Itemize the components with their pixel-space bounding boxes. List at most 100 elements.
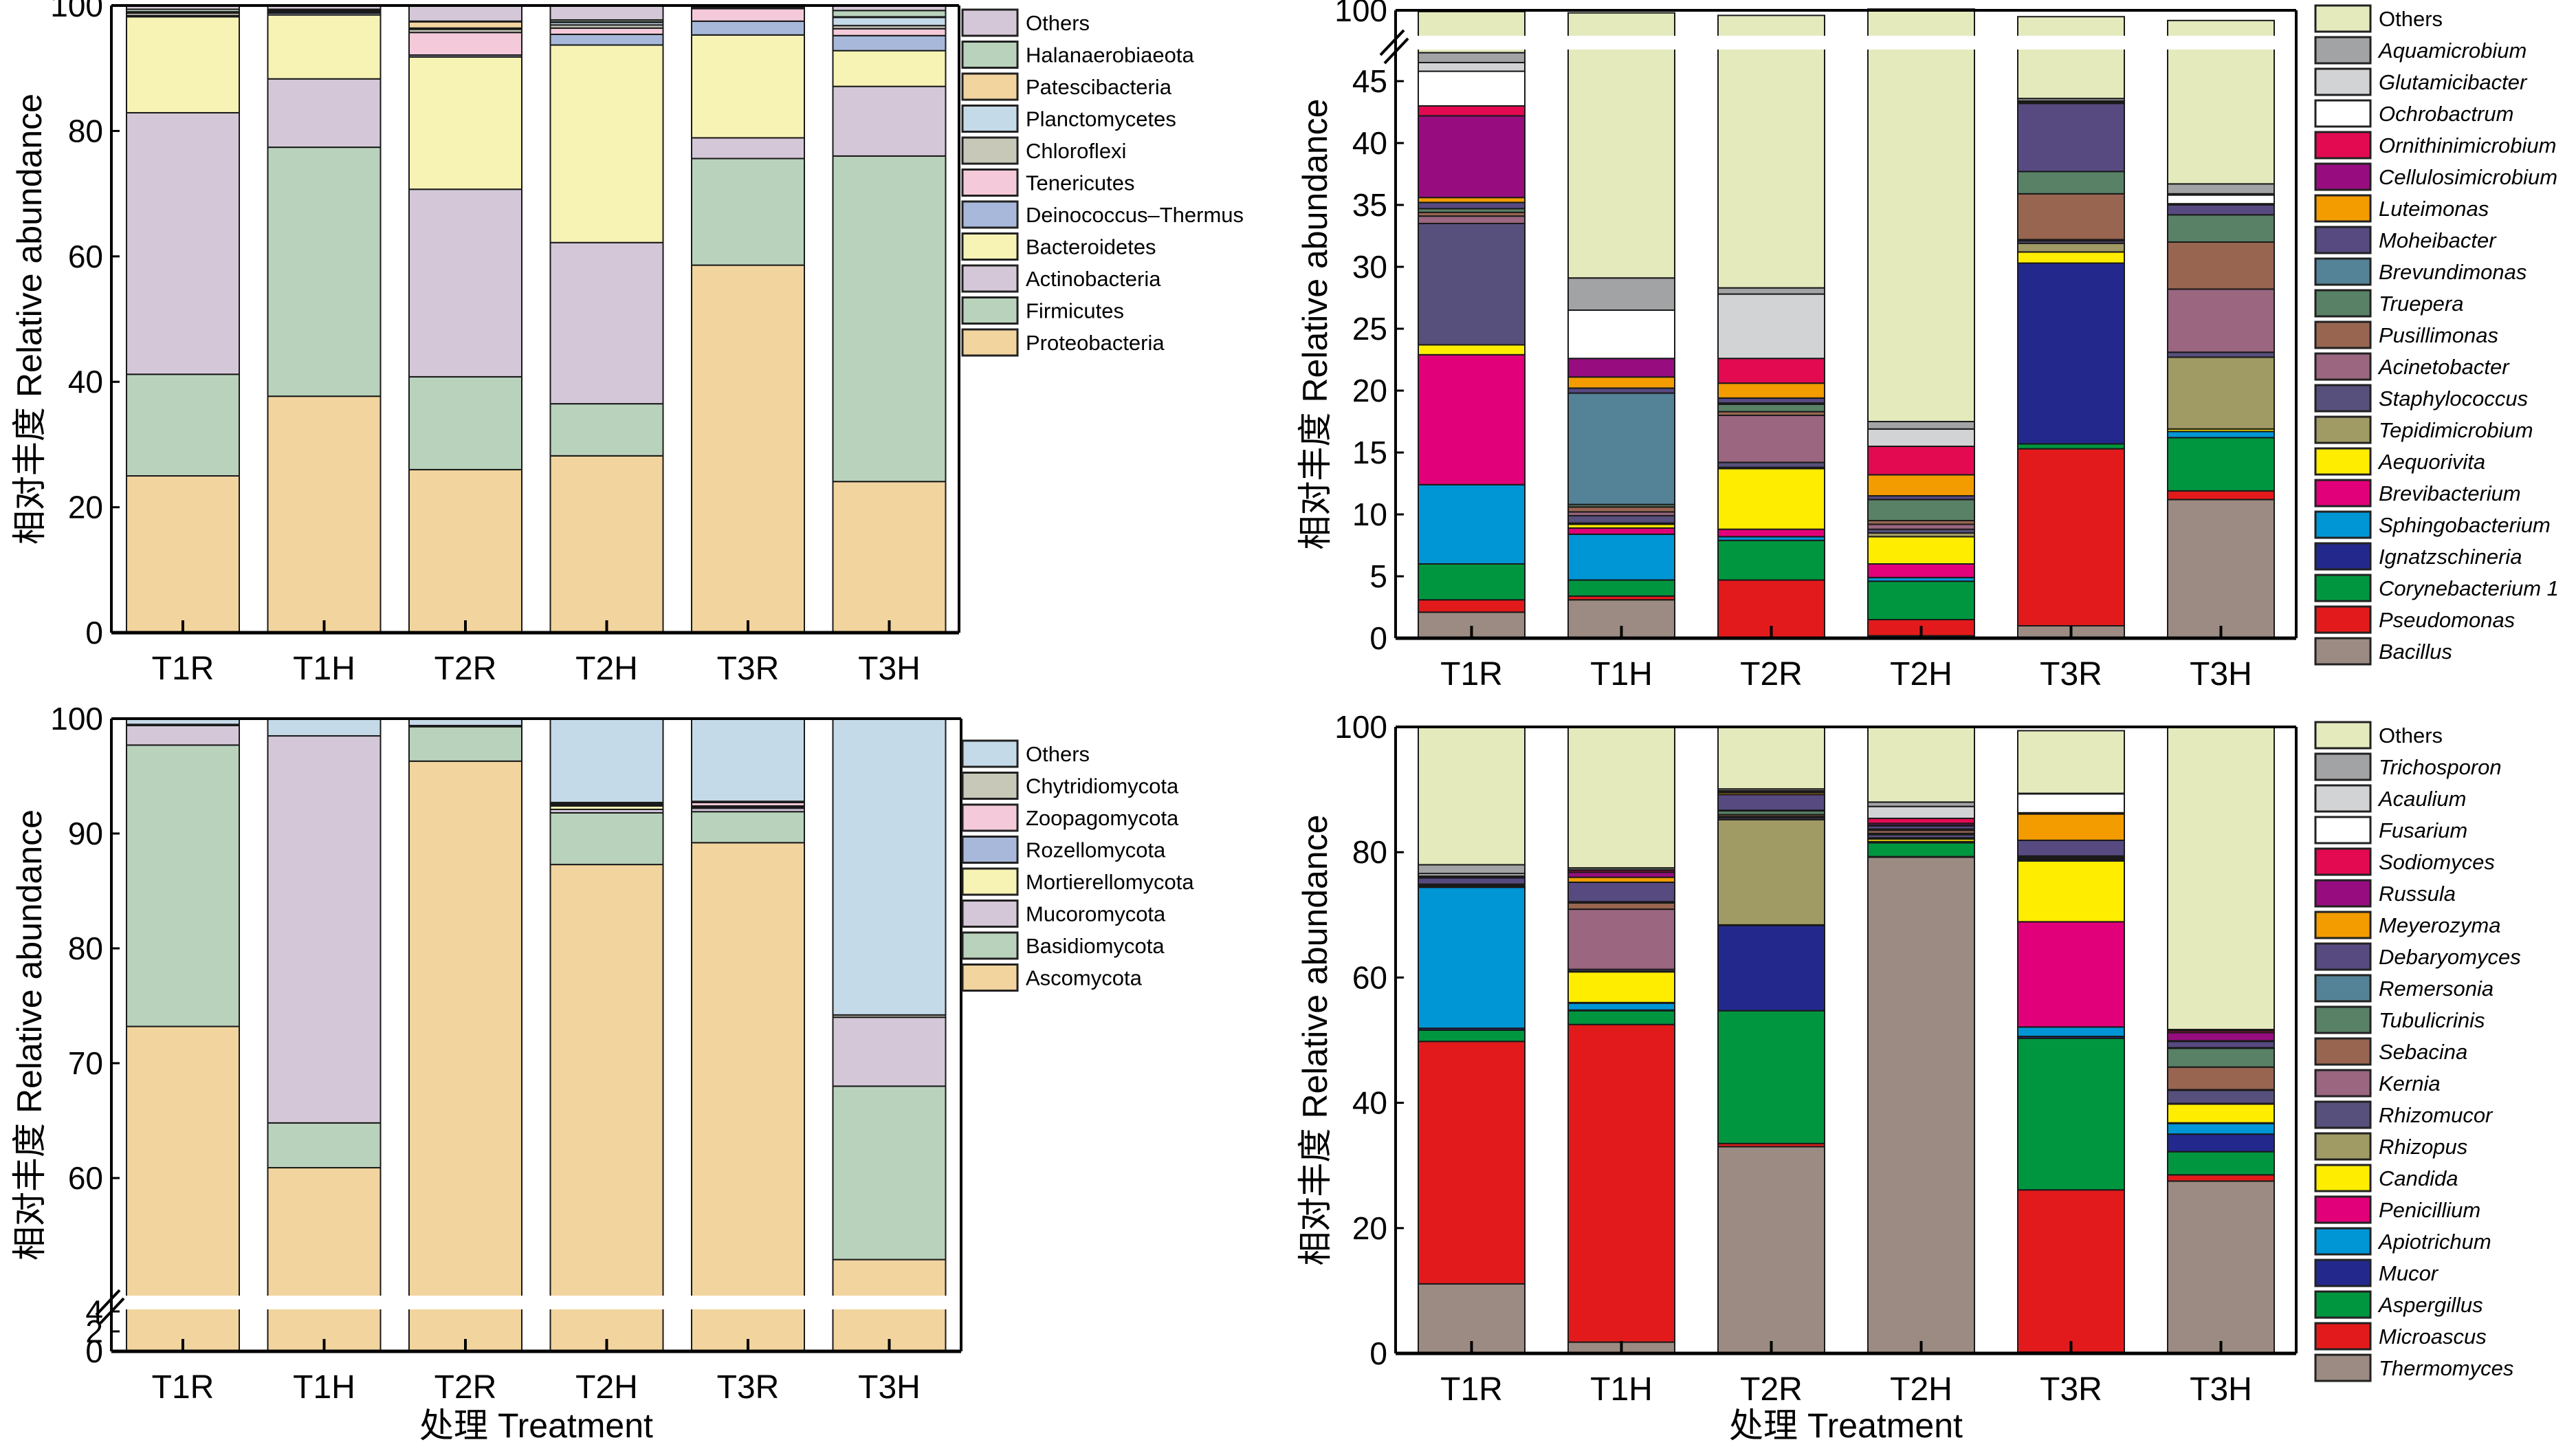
legend-swatch <box>2314 1195 2372 1224</box>
bar-segment-T2R-actinobacteria <box>408 188 522 378</box>
legend-label: Rozellomycota <box>1026 838 1166 862</box>
bar-segment-T3R-pseudomonas <box>2017 448 2125 627</box>
legend-swatch <box>2314 1353 2372 1382</box>
legend-swatch <box>2314 879 2372 908</box>
y-tick-label: 20 <box>68 490 103 525</box>
legend: Others Halanaerobiaeota Patescibacteria Pla… <box>961 8 1244 357</box>
bar-segment-T2R-aquamicrobium <box>1717 287 1825 295</box>
x-tick-label: T2H <box>1890 656 1952 693</box>
bar-segment-T1H-aspergillus <box>1567 1010 1675 1025</box>
legend-label: Tubulicrinis <box>2379 1008 2485 1032</box>
legend-swatch <box>961 803 1019 832</box>
legend-swatch <box>2314 1005 2372 1034</box>
y-tick-label: 45 <box>1352 63 1387 99</box>
bar-segment-T3H-apiotrichum <box>2167 1122 2275 1135</box>
legend-label: Meyerozyma <box>2379 913 2500 937</box>
legend-label: Others <box>2379 723 2443 748</box>
x-tick-label: T3H <box>2190 1371 2252 1408</box>
bar-segment-T1H-microascus <box>1567 1023 1675 1343</box>
legend-label: Zoopagomycota <box>1026 806 1179 830</box>
legend-label: Kernia <box>2379 1071 2441 1096</box>
bar-segment-T1R-others <box>1418 726 1526 866</box>
legend-swatch <box>961 105 1019 133</box>
y-tick-label: 70 <box>68 1045 103 1081</box>
bar-segment-T1H-others <box>1567 12 1675 279</box>
bar-segment-T3H-debaryomyces <box>2167 1041 2275 1049</box>
bar-segment-T3H-acinetobacter <box>2167 288 2275 353</box>
bar-segment-T3H-rhizomucor <box>2167 1089 2275 1104</box>
y-tick-label: 20 <box>1352 1210 1387 1246</box>
bar-segment-T3R-ignatzschineria <box>2017 262 2125 445</box>
legend-label: Remersonia <box>2379 977 2494 1001</box>
legend-swatch <box>2314 1259 2372 1287</box>
bar-segment-T3R-meyerozyma <box>2017 813 2125 841</box>
legend-swatch <box>961 72 1019 101</box>
bar-segment-T1H-brevibacterium <box>1567 527 1675 535</box>
bar-segment-T2R-patescibacteria <box>408 21 522 29</box>
bar-segment-T3H-planctomycetes <box>832 17 947 27</box>
legend-label: Tenericutes <box>1026 171 1135 195</box>
bar-segment-T2H-ascomycota <box>549 864 664 1352</box>
bar-segment-T1R-apiotrichum <box>1418 886 1526 1029</box>
y-tick-label: 25 <box>1352 311 1387 347</box>
bar-segment-T3H-proteobacteria <box>832 481 947 634</box>
axis-break-mark <box>1379 29 1405 56</box>
legend-swatch <box>2314 1037 2372 1066</box>
bar-segment-T3H-pusillimonas <box>2167 241 2275 290</box>
legend-label: Acinetobacter <box>2377 355 2510 379</box>
bar-segment-T2H-truepera <box>1867 499 1975 522</box>
legend-label: Aequorivita <box>2377 450 2485 474</box>
bar-segment-T2R-firmicutes <box>408 375 522 470</box>
legend-swatch <box>2314 605 2372 634</box>
legend-label: Deinococcus–Thermus <box>1026 203 1244 227</box>
legend-label: Debaryomyces <box>2379 945 2521 969</box>
legend-label: Bacteroidetes <box>1026 235 1156 259</box>
legend-swatch <box>2314 1132 2372 1161</box>
bar-segment-T1H-kernia <box>1567 908 1675 970</box>
bar-segment-T2H-others <box>549 5 664 21</box>
legend-swatch <box>961 264 1019 293</box>
legend-label: Microascus <box>2379 1325 2487 1349</box>
legend-swatch <box>2314 384 2372 413</box>
legend-swatch <box>2314 257 2372 286</box>
bar-segment-T3H-deinococcus-thermus <box>832 34 947 52</box>
bar-segment-T2R-others <box>1717 14 1825 289</box>
legend-label: Aquamicrobium <box>2377 39 2527 63</box>
y-tick-label: 100 <box>1334 709 1387 745</box>
bar-segment-T1H-cellulosimicrobium <box>1567 358 1675 378</box>
legend-label: Trichosporon <box>2379 755 2502 779</box>
legend-swatch <box>2314 479 2372 508</box>
bar-segment-T3R-others <box>2017 730 2125 794</box>
bar-segment-T1H-ascomycota <box>267 1166 382 1352</box>
y-axis-title: 相对丰度 Relative abundance <box>10 809 49 1261</box>
bar-segment-T3H-tepidimicrobium <box>2167 356 2275 430</box>
bar-segment-T3H-tenericutes <box>832 28 947 36</box>
legend: Others Trichosporon Acaulium Fusarium Sodiom… <box>2314 721 2521 1382</box>
y-tick-label: 40 <box>1352 1085 1387 1121</box>
bar-segment-T3H-microascus <box>2167 1174 2275 1182</box>
bar-segment-T2R-proteobacteria <box>408 468 522 633</box>
legend-swatch <box>2314 542 2372 571</box>
y-tick-label: 100 <box>50 701 103 737</box>
y-tick-label: 35 <box>1352 187 1387 223</box>
bar-segment-T1R-brevibacterium <box>1418 353 1526 486</box>
bar-segment-T3R-debaryomyces <box>2017 839 2125 857</box>
legend-swatch <box>2314 1322 2372 1351</box>
legend-label: Ascomycota <box>1026 966 1143 990</box>
legend-swatch <box>961 8 1019 37</box>
bar-segment-T1R-bacteroidetes <box>126 16 240 113</box>
bar-segment-T2R-others <box>408 5 522 22</box>
bar-segment-T3R-ascomycota <box>691 842 805 1352</box>
legend-label: Ignatzschineria <box>2379 545 2522 569</box>
legend-swatch <box>2314 447 2372 476</box>
x-tick-label: T2R <box>1740 1371 1803 1408</box>
legend-swatch <box>2314 784 2372 813</box>
bar-segment-T1R-trichosporon <box>1418 864 1526 875</box>
bar-segment-T3R-tenericutes <box>691 8 805 22</box>
bar-segment-T2H-ornithinimicrobium <box>1867 446 1975 476</box>
legend-label: Rhizopus <box>2379 1135 2467 1159</box>
legend-label: Brevibacterium <box>2379 481 2521 505</box>
bar-segment-T1H-russula <box>1567 871 1675 878</box>
y-tick-label: 60 <box>68 1160 103 1196</box>
